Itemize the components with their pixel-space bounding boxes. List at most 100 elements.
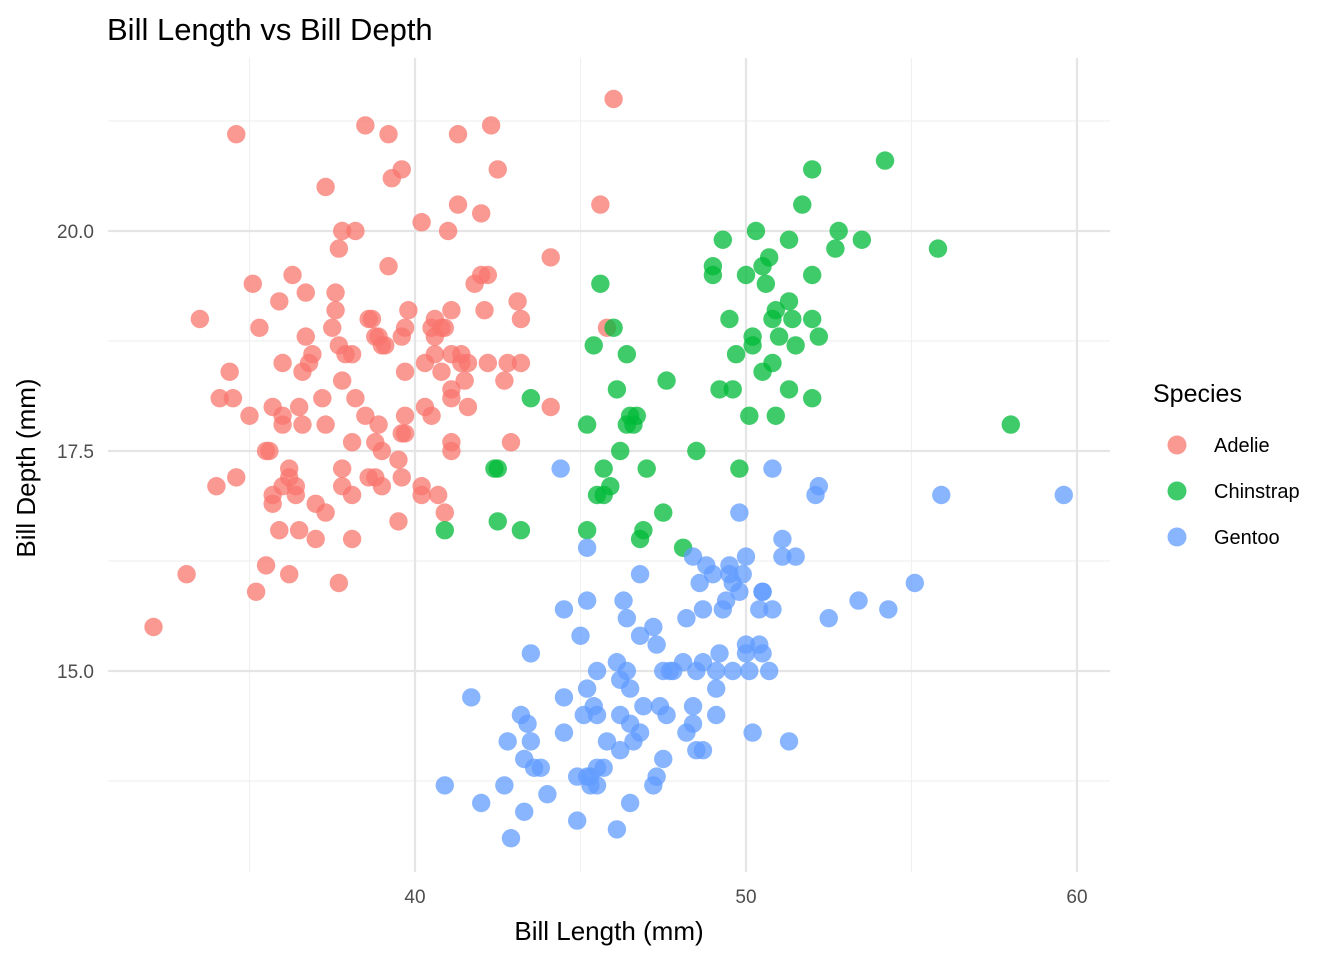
point-chinstrap — [730, 459, 749, 478]
point-adelie — [177, 565, 196, 584]
point-gentoo — [462, 688, 481, 707]
point-gentoo — [495, 776, 514, 795]
point-gentoo — [753, 582, 772, 601]
point-adelie — [346, 389, 365, 408]
point-adelie — [223, 389, 243, 408]
point-adelie — [389, 450, 408, 469]
point-gentoo — [707, 661, 726, 681]
legend-title: Species — [1153, 380, 1242, 408]
point-chinstrap — [1001, 415, 1020, 434]
point-adelie — [332, 371, 352, 390]
point-adelie — [508, 292, 527, 311]
point-adelie — [332, 459, 352, 478]
x-tick-label: 50 — [735, 887, 756, 908]
point-chinstrap — [703, 257, 723, 276]
legend-key-adelie — [1167, 435, 1187, 455]
point-adelie — [243, 274, 263, 293]
point-gentoo — [763, 459, 782, 478]
point-chinstrap — [723, 380, 742, 399]
point-adelie — [458, 397, 478, 417]
point-gentoo — [594, 758, 613, 777]
point-gentoo — [521, 644, 541, 663]
point-adelie — [475, 301, 494, 320]
point-gentoo — [571, 626, 590, 645]
point-adelie — [270, 521, 289, 540]
legend-key-gentoo — [1167, 527, 1187, 547]
point-chinstrap — [604, 318, 623, 337]
point-adelie — [342, 345, 362, 364]
legend-key-chinstrap — [1167, 481, 1187, 501]
point-chinstrap — [577, 521, 597, 540]
point-gentoo — [707, 679, 726, 698]
point-gentoo — [809, 477, 829, 496]
point-gentoo — [620, 793, 640, 813]
point-adelie — [280, 565, 299, 584]
point-adelie — [323, 318, 342, 337]
point-adelie — [260, 441, 279, 461]
point-adelie — [478, 265, 498, 285]
point-chinstrap — [803, 265, 822, 285]
point-adelie — [270, 292, 289, 311]
point-gentoo — [587, 661, 607, 681]
point-adelie — [326, 283, 345, 302]
point-gentoo — [644, 617, 663, 637]
point-gentoo — [567, 811, 587, 830]
legend-label-chinstrap: Chinstrap — [1214, 481, 1300, 503]
point-adelie — [296, 283, 315, 302]
y-tick-label: 20.0 — [57, 222, 94, 243]
point-gentoo — [654, 749, 673, 769]
point-gentoo — [657, 705, 676, 725]
point-gentoo — [577, 591, 597, 610]
point-chinstrap — [720, 309, 739, 329]
point-adelie — [346, 221, 365, 241]
point-adelie — [329, 239, 349, 258]
point-adelie — [395, 362, 415, 381]
point-adelie — [472, 204, 491, 223]
point-gentoo — [551, 459, 570, 478]
chart-title: Bill Length vs Bill Depth — [107, 12, 433, 47]
point-gentoo — [750, 600, 769, 619]
point-adelie — [313, 389, 332, 408]
point-adelie — [210, 389, 229, 408]
point-adelie — [511, 353, 531, 373]
point-chinstrap — [601, 477, 620, 496]
point-adelie — [541, 397, 560, 417]
point-adelie — [227, 125, 246, 144]
point-chinstrap — [766, 301, 785, 320]
point-adelie — [329, 573, 349, 593]
point-adelie — [442, 380, 461, 399]
point-gentoo — [703, 565, 723, 584]
point-adelie — [481, 116, 501, 135]
point-chinstrap — [657, 371, 676, 390]
point-gentoo — [577, 538, 597, 557]
point-adelie — [395, 424, 415, 443]
point-adelie — [220, 362, 239, 381]
point-chinstrap — [488, 512, 507, 531]
point-gentoo — [730, 503, 749, 522]
point-chinstrap — [803, 160, 822, 179]
point-gentoo — [630, 723, 650, 742]
point-adelie — [293, 415, 312, 434]
point-gentoo — [647, 635, 666, 654]
point-gentoo — [498, 732, 517, 751]
point-gentoo — [472, 793, 491, 813]
y-tick-label: 15.0 — [57, 662, 94, 683]
point-gentoo — [763, 600, 782, 619]
point-adelie — [448, 195, 468, 214]
point-chinstrap — [627, 406, 646, 425]
point-gentoo — [501, 829, 521, 848]
point-gentoo — [693, 741, 713, 760]
point-gentoo — [521, 732, 541, 751]
point-adelie — [372, 441, 392, 461]
point-chinstrap — [779, 380, 799, 399]
point-gentoo — [587, 705, 607, 725]
point-adelie — [395, 318, 415, 337]
point-gentoo — [743, 723, 762, 742]
point-gentoo — [773, 547, 792, 566]
point-adelie — [207, 477, 226, 496]
point-gentoo — [730, 582, 749, 601]
point-adelie — [280, 459, 299, 478]
point-gentoo — [779, 732, 799, 751]
point-adelie — [316, 415, 335, 434]
point-chinstrap — [637, 459, 656, 478]
